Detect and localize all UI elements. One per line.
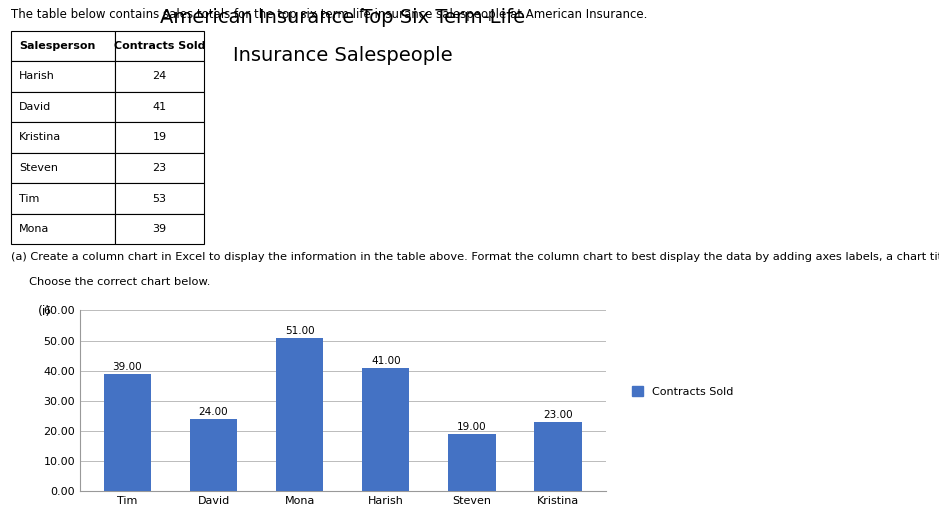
Text: Steven: Steven <box>19 163 58 173</box>
Text: American Insurance Top Six Term-Life: American Insurance Top Six Term-Life <box>161 8 525 26</box>
Text: 24.00: 24.00 <box>199 407 228 417</box>
Text: 19.00: 19.00 <box>457 422 486 432</box>
Text: The table below contains sales totals for the top six term life insurance salesp: The table below contains sales totals fo… <box>11 8 648 21</box>
Text: 23.00: 23.00 <box>544 410 573 420</box>
Text: (a) Create a column chart in Excel to display the information in the table above: (a) Create a column chart in Excel to di… <box>11 252 939 262</box>
Text: 39: 39 <box>152 224 166 234</box>
Bar <box>11 214 115 244</box>
Bar <box>115 153 204 183</box>
Text: 51.00: 51.00 <box>285 326 315 336</box>
Bar <box>362 367 409 491</box>
Text: David: David <box>19 102 52 112</box>
Bar <box>190 419 238 491</box>
Text: (i): (i) <box>38 305 51 319</box>
Bar <box>11 122 115 153</box>
Text: 23: 23 <box>152 163 166 173</box>
Bar <box>534 422 582 491</box>
Bar <box>115 183 204 214</box>
Text: 24: 24 <box>152 71 166 81</box>
Text: Kristina: Kristina <box>19 132 61 143</box>
Bar <box>115 92 204 122</box>
Bar <box>276 337 323 491</box>
Bar <box>115 31 204 61</box>
Text: Insurance Salespeople: Insurance Salespeople <box>233 46 453 65</box>
Text: Salesperson: Salesperson <box>19 41 96 51</box>
Text: Choose the correct chart below.: Choose the correct chart below. <box>11 277 210 288</box>
Text: Tim: Tim <box>19 193 39 204</box>
Text: Mona: Mona <box>19 224 50 234</box>
Bar <box>115 214 204 244</box>
Bar <box>115 122 204 153</box>
Bar <box>103 374 151 491</box>
Bar <box>11 61 115 92</box>
Legend: Contracts Sold: Contracts Sold <box>632 386 733 397</box>
Text: 19: 19 <box>152 132 166 143</box>
Text: Harish: Harish <box>19 71 54 81</box>
Text: Contracts Sold: Contracts Sold <box>114 41 206 51</box>
Bar <box>448 434 496 491</box>
Bar <box>115 61 204 92</box>
Text: 53: 53 <box>152 193 166 204</box>
Text: 39.00: 39.00 <box>113 362 142 372</box>
Bar <box>11 183 115 214</box>
Bar <box>11 153 115 183</box>
Text: 41: 41 <box>152 102 166 112</box>
Bar <box>11 92 115 122</box>
Bar <box>11 31 115 61</box>
Text: 41.00: 41.00 <box>371 356 401 366</box>
